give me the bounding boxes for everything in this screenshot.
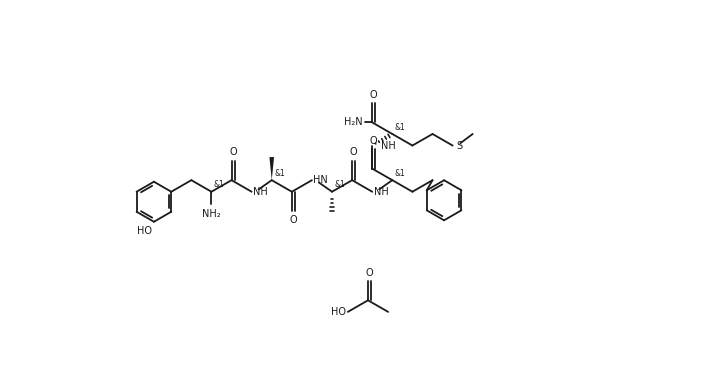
Text: &1: &1 (335, 181, 345, 189)
Text: &1: &1 (274, 169, 285, 178)
Text: &1: &1 (394, 123, 405, 132)
Text: O: O (370, 136, 377, 146)
Text: &1: &1 (214, 181, 224, 189)
Text: &1: &1 (394, 169, 405, 178)
Text: O: O (229, 147, 237, 157)
Text: O: O (290, 215, 297, 225)
Polygon shape (269, 157, 274, 180)
Text: H₂N: H₂N (345, 117, 363, 127)
Text: NH₂: NH₂ (202, 209, 221, 219)
Text: HN: HN (313, 175, 328, 185)
Text: NH: NH (253, 187, 268, 197)
Text: HO: HO (137, 226, 152, 236)
Text: NH: NH (374, 187, 389, 197)
Text: O: O (350, 147, 357, 157)
Text: O: O (370, 90, 377, 100)
Text: O: O (366, 268, 373, 278)
Text: HO: HO (330, 307, 345, 317)
Text: S: S (456, 141, 463, 151)
Text: NH: NH (382, 141, 396, 151)
